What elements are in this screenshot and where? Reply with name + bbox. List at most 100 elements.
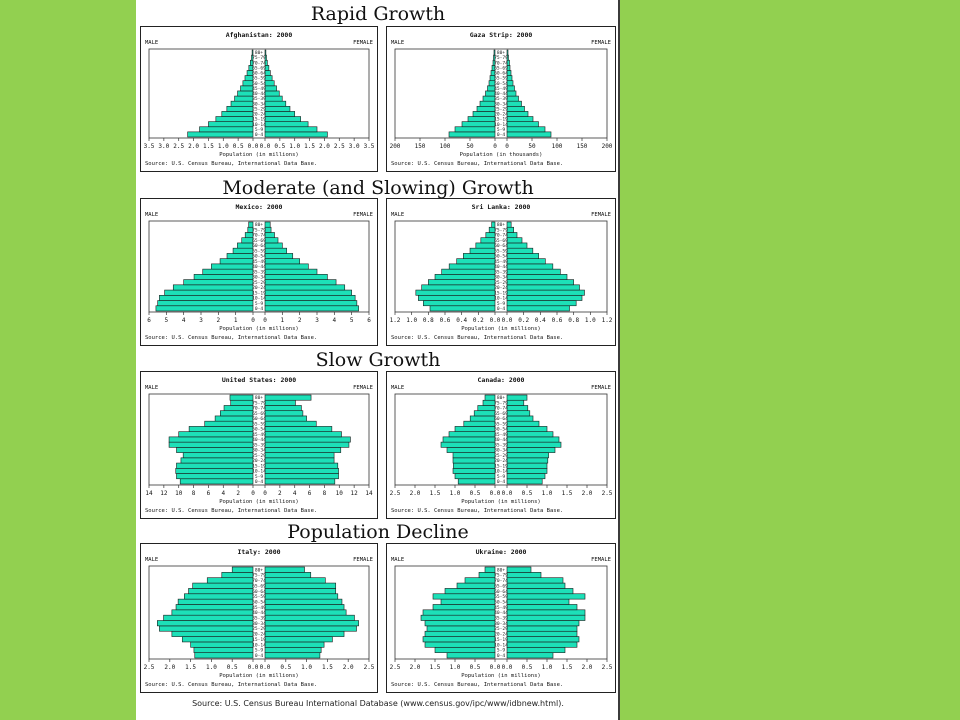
bar-female-0-4 [506,652,554,659]
bar-male-60-64 [444,588,496,595]
bar-male-70-74 [464,577,496,584]
tick-label: 1.0 [585,317,596,324]
tick-label: 1.5 [562,664,573,671]
bar-male-40-44 [448,263,496,270]
age-group-label: 60-64 [494,416,508,422]
age-group-label: 0-4 [497,132,506,138]
tick-label: 200 [602,143,613,150]
tick-label: 4 [293,490,297,497]
tick-label: 5 [350,317,354,324]
tick-label: 1.0 [542,490,553,497]
bar-male-40-44 [422,609,496,616]
age-group-label: 60-64 [252,416,266,422]
bar-male-25-29 [159,625,254,632]
age-group-label: 35-39 [494,442,508,448]
right-sex-label: FEMALE [353,557,373,563]
bar-male-50-54 [454,426,496,432]
tick-label: 0.0 [260,143,271,150]
tick-label: 0.5 [522,664,533,671]
tick-label: 1.0 [450,490,461,497]
bar-male-35-39 [168,441,254,448]
bar-male-15-19 [467,116,496,122]
bar-female-35-39 [506,614,586,621]
tick-label: 14 [365,490,373,497]
bar-female-20-24 [506,284,580,291]
bar-male-25-29 [452,452,496,459]
left-sex-label: MALE [391,212,404,218]
tick-label: 4 [333,317,337,324]
tick-label: 0.5 [280,664,291,671]
tick-label: 1.5 [203,143,214,150]
bar-female-60-64 [506,415,534,422]
bar-male-25-29 [426,625,496,632]
bar-male-10-14 [461,121,496,128]
bar-male-20-24 [421,284,496,291]
pyramid-svg: Sri Lanka: 2000 MALE FEMALE 0-45-910-1415-1… [390,203,613,341]
age-group-label: 40-44 [252,610,266,616]
bar-female-0-4 [506,478,543,485]
bar-female-65-69 [506,582,566,589]
age-group-label: 60-64 [252,71,266,77]
age-group-label: 0-4 [497,306,506,312]
panel-border [136,0,620,720]
bar-female-0-4 [506,131,552,138]
bar-male-55-59 [184,593,254,600]
chart-title: Italy: 2000 [237,548,280,556]
tick-label: 0.5 [470,490,481,497]
chart-gaza-strip: Gaza Strip: 2000 MALE FEMALE 0-4 5-9 10-14 15-… [386,26,616,172]
age-group-label: 80+ [497,50,506,56]
age-group-label: 70-74 [252,233,266,239]
age-group-label: 55-59 [252,594,266,600]
tick-label: 50 [528,143,536,150]
bar-female-35-39 [264,268,318,275]
tick-label: 6 [367,317,371,324]
bar-female-30-34 [264,620,359,627]
age-group-label: 5-9 [497,301,506,307]
pyramid-svg: Canada: 2000 MALE FEMALE 0-45-910-1415-1920… [390,376,613,514]
bar-male-25-29 [226,105,254,112]
bar-male-15-19 [181,636,254,643]
bar-male-65-69 [456,582,496,589]
bar-male-55-59 [469,247,496,254]
tick-label: 2.5 [390,490,401,497]
tick-label: 4 [221,490,225,497]
tick-label: 0 [251,317,255,324]
bar-male-15-19 [415,289,496,296]
bar-female-5-9 [264,126,318,133]
bar-female-10-14 [506,641,578,648]
tick-label: 10 [336,490,344,497]
age-group-label: 50-54 [494,427,508,433]
tick-label: 0.6 [440,317,451,324]
tick-label: 6 [147,317,151,324]
chart-source: Source: U.S. Census Bureau, Internationa… [145,508,317,514]
bar-female-5-9 [264,300,358,307]
bar-female-30-34 [506,100,522,107]
bar-female-35-39 [506,95,519,102]
bar-female-15-19 [264,462,339,469]
chart-canada: Canada: 2000 MALE FEMALE 0-4 5-9 10-14 15-19 20… [386,371,616,519]
chart-source: Source: U.S. Census Bureau, Internationa… [145,682,317,688]
age-group-label: 40-44 [494,610,508,616]
left-sex-label: MALE [391,40,404,46]
tick-label: 2.5 [602,664,613,671]
bar-male-80+ [231,566,254,573]
bar-male-10-14 [452,467,496,474]
bar-female-40-44 [506,90,517,97]
age-group-label: 40-44 [494,264,508,270]
bar-female-35-39 [264,614,355,621]
age-group-label: 60-64 [252,589,266,595]
age-group-label: 10-14 [494,122,508,128]
x-axis-label: Population (in millions) [461,499,540,505]
tick-label: 1.5 [185,664,196,671]
bar-male-45-49 [175,604,254,611]
bar-female-35-39 [506,441,562,448]
bar-male-0-4 [155,305,254,312]
bar-female-55-59 [264,75,273,82]
slide-panel: Rapid Growth Afghanistan: 2000 MALE FEMALE… [136,0,620,720]
bar-male-5-9 [454,473,496,480]
bar-male-80+ [491,221,496,228]
age-group-label: 50-54 [252,254,266,260]
age-group-label: 45-49 [494,605,508,611]
tick-label: 3 [199,317,203,324]
tick-label: 1.0 [406,317,417,324]
